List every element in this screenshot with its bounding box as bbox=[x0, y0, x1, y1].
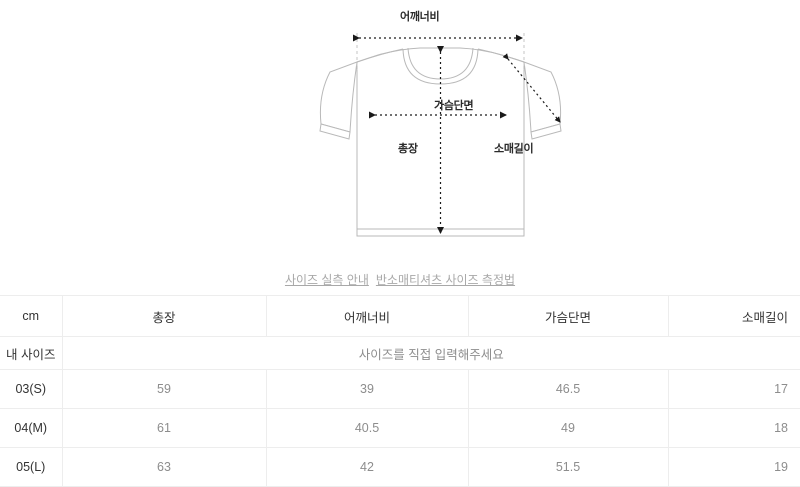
label-shoulder-width: 어깨너비 bbox=[400, 11, 440, 23]
cell-shoulder-width: 40.5 bbox=[266, 408, 469, 448]
cell-sleeve-length: 19 bbox=[668, 447, 800, 487]
header-shoulder-width: 어깨너비 bbox=[266, 295, 469, 337]
size-guide-caption: 사이즈 실측 안내 반소매티셔츠 사이즈 측정법 bbox=[0, 265, 800, 295]
header-sleeve-length: 소매길이 bbox=[668, 295, 800, 337]
header-total-length: 총장 bbox=[62, 295, 267, 337]
tshirt-measurement-diagram: 어깨너비 가슴단면 총장 소매길이 bbox=[319, 11, 562, 237]
table-header-row: cm 총장 어깨너비 가슴단면 소매길이 bbox=[0, 295, 800, 337]
label-chest-width: 가슴단면 bbox=[434, 100, 474, 112]
row-size-label: 03(S) bbox=[0, 369, 63, 409]
table-row: 04(M) 61 40.5 49 18 bbox=[0, 408, 800, 448]
cell-shoulder-width: 39 bbox=[266, 369, 469, 409]
size-guide-link[interactable]: 사이즈 실측 안내 bbox=[284, 273, 369, 287]
measurement-method-link[interactable]: 반소매티셔츠 사이즈 측정법 bbox=[375, 273, 516, 287]
table-header: cm 총장 어깨너비 가슴단면 소매길이 bbox=[0, 295, 800, 337]
size-chart-table: cm 총장 어깨너비 가슴단면 소매길이 내 사이즈 사이즈를 직접 입력해주세… bbox=[0, 295, 800, 487]
table-row: 03(S) 59 39 46.5 17 bbox=[0, 369, 800, 409]
table-row: 05(L) 63 42 51.5 19 bbox=[0, 447, 800, 487]
label-sleeve-length: 소매길이 bbox=[494, 143, 534, 155]
tshirt-diagram-svg bbox=[319, 33, 562, 237]
cell-sleeve-length: 17 bbox=[668, 369, 800, 409]
header-chest-width: 가슴단면 bbox=[468, 295, 669, 337]
cell-sleeve-length: 18 bbox=[668, 408, 800, 448]
my-size-row[interactable]: 내 사이즈 사이즈를 직접 입력해주세요 bbox=[0, 336, 800, 370]
row-size-label: 05(L) bbox=[0, 447, 63, 487]
my-size-input-cell[interactable]: 사이즈를 직접 입력해주세요 bbox=[62, 336, 800, 370]
cell-total-length: 63 bbox=[62, 447, 267, 487]
table-body: 내 사이즈 사이즈를 직접 입력해주세요 03(S) 59 39 46.5 17… bbox=[0, 336, 800, 487]
row-size-label: 04(M) bbox=[0, 408, 63, 448]
header-unit: cm bbox=[0, 295, 63, 337]
cell-chest-width: 49 bbox=[468, 408, 669, 448]
label-total-length: 총장 bbox=[398, 143, 418, 155]
cell-total-length: 59 bbox=[62, 369, 267, 409]
cell-chest-width: 51.5 bbox=[468, 447, 669, 487]
cell-shoulder-width: 42 bbox=[266, 447, 469, 487]
cell-total-length: 61 bbox=[62, 408, 267, 448]
my-size-label: 내 사이즈 bbox=[0, 336, 63, 370]
sleeve-length-arrow bbox=[502, 53, 561, 123]
cell-chest-width: 46.5 bbox=[468, 369, 669, 409]
